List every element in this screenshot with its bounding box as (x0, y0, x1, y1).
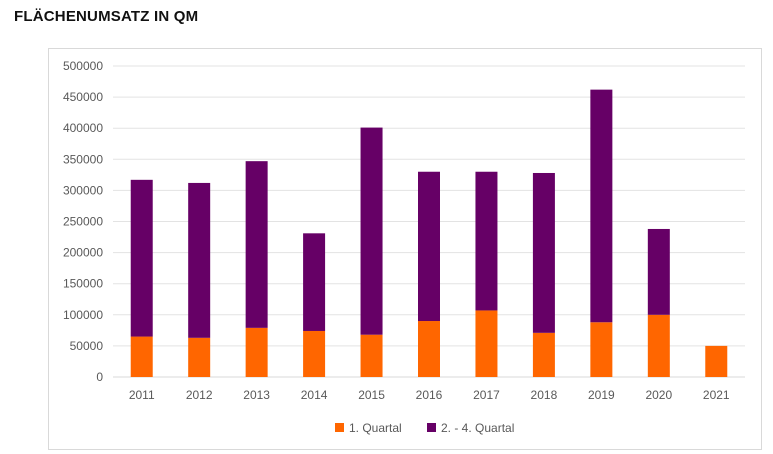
legend-label: 2. - 4. Quartal (441, 421, 514, 435)
bar-q2-q4-2018 (533, 173, 555, 333)
y-tick-label: 150000 (63, 277, 103, 291)
y-tick-label: 400000 (63, 121, 103, 135)
bar-q2-q4-2013 (246, 161, 268, 328)
bars (131, 90, 728, 377)
bar-q1-2015 (361, 335, 383, 377)
bar-q1-2012 (188, 338, 210, 377)
bar-q1-2011 (131, 337, 153, 377)
y-tick-label: 100000 (63, 308, 103, 322)
y-tick-label: 200000 (63, 246, 103, 260)
bar-q2-q4-2017 (475, 172, 497, 311)
legend-swatch (427, 423, 436, 432)
bar-q2-q4-2012 (188, 183, 210, 338)
x-tick-label: 2013 (243, 388, 270, 402)
bar-q1-2019 (590, 322, 612, 377)
bar-q2-q4-2015 (361, 128, 383, 335)
bar-q1-2017 (475, 310, 497, 377)
y-axis: 0 50000 100000 150000 200000 250000 300000 3500… (63, 59, 103, 384)
y-tick-label: 300000 (63, 183, 103, 197)
bar-q1-2014 (303, 331, 325, 377)
bar-q2-q4-2020 (648, 229, 670, 315)
x-tick-label: 2017 (473, 388, 500, 402)
bar-q1-2013 (246, 328, 268, 377)
bar-q2-q4-2014 (303, 233, 325, 331)
y-tick-label: 500000 (63, 59, 103, 73)
x-tick-label: 2014 (301, 388, 328, 402)
x-tick-label: 2018 (531, 388, 558, 402)
x-tick-label: 2015 (358, 388, 385, 402)
x-tick-label: 2012 (186, 388, 213, 402)
legend-label: 1. Quartal (349, 421, 402, 435)
x-tick-label: 2021 (703, 388, 730, 402)
bar-q2-q4-2016 (418, 172, 440, 321)
legend-swatch (335, 423, 344, 432)
bar-q1-2020 (648, 315, 670, 377)
y-tick-label: 350000 (63, 152, 103, 166)
bar-q1-2018 (533, 333, 555, 377)
bar-q1-2016 (418, 321, 440, 377)
y-tick-label: 450000 (63, 90, 103, 104)
x-tick-label: 2020 (645, 388, 672, 402)
bar-q2-q4-2019 (590, 90, 612, 323)
y-tick-label: 0 (96, 370, 103, 384)
x-axis: 2011 2012 2013 2014 2015 2016 2017 2018 2019 2020… (129, 388, 730, 402)
x-tick-label: 2016 (416, 388, 443, 402)
y-tick-label: 50000 (70, 339, 104, 353)
bar-q1-2021 (705, 346, 727, 377)
bar-chart: 0 50000 100000 150000 200000 250000 300000 3500… (0, 0, 773, 454)
legend: 1. Quartal 2. - 4. Quartal (335, 421, 514, 435)
y-tick-label: 250000 (63, 215, 103, 229)
bar-q2-q4-2011 (131, 180, 153, 337)
x-tick-label: 2011 (129, 388, 155, 402)
x-tick-label: 2019 (588, 388, 615, 402)
